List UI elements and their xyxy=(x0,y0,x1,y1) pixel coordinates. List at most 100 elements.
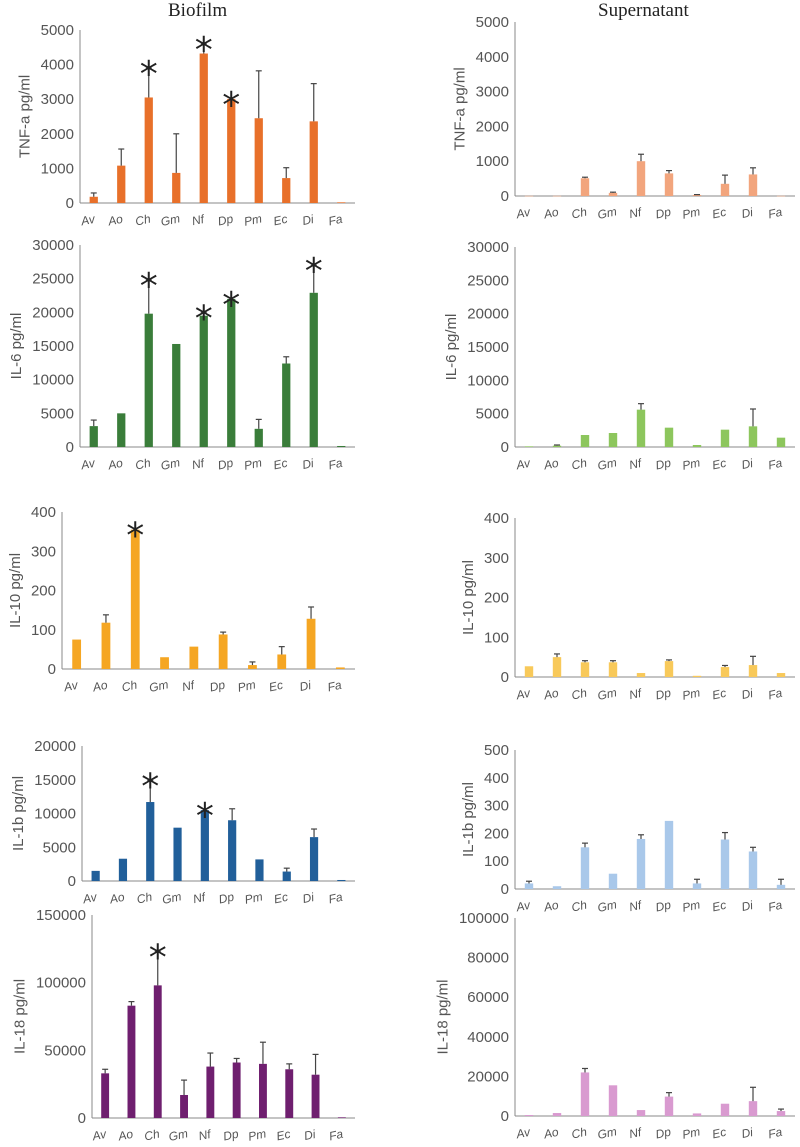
y-tick-label: 0 xyxy=(501,1108,509,1125)
x-tick-label: Fa xyxy=(328,1127,345,1144)
bar-Pm xyxy=(255,859,264,881)
bar-Nf xyxy=(636,673,646,677)
bar-Dp xyxy=(664,661,674,677)
y-tick-label: 0 xyxy=(48,661,56,678)
y-tick-label: 100 xyxy=(484,853,509,870)
y-tick-label: 1000 xyxy=(476,153,509,170)
x-tick-label: Ao xyxy=(542,205,561,222)
x-tick-label: Gm xyxy=(596,455,618,473)
bar-Ec xyxy=(282,363,291,447)
x-tick-label: Ch xyxy=(120,678,138,695)
x-tick-label: Nf xyxy=(628,898,644,915)
bar-Di xyxy=(748,665,758,677)
x-tick-label: Av xyxy=(514,1125,532,1142)
bar-Ch xyxy=(146,802,155,881)
bar-Pm xyxy=(692,194,702,196)
y-tick-label: 0 xyxy=(501,188,509,205)
bar-Fa xyxy=(776,673,786,677)
significance-asterisk: * xyxy=(149,938,167,979)
x-tick-label: Ao xyxy=(106,456,125,473)
y-tick-label: 20000 xyxy=(467,306,509,323)
x-tick-label: Fa xyxy=(326,678,343,695)
bar-Ch xyxy=(580,435,590,447)
y-tick-label: 100 xyxy=(31,622,56,639)
bar-Ec xyxy=(282,871,291,881)
bar-Ch xyxy=(144,97,153,203)
y-tick-label: 300 xyxy=(484,550,509,567)
y-tick-label: 5000 xyxy=(41,405,74,422)
y-tick-label: 15000 xyxy=(467,339,509,356)
bar-Pm xyxy=(692,445,702,447)
bar-Pm xyxy=(259,1063,267,1118)
x-tick-label: Pm xyxy=(681,455,702,472)
y-axis-label: IL-6 pg/ml xyxy=(8,313,25,380)
bar-Gm xyxy=(180,1094,188,1118)
bar-Fa xyxy=(776,1111,786,1116)
bar-Av xyxy=(524,195,534,197)
y-tick-label: 10000 xyxy=(34,806,76,823)
bar-Fa xyxy=(776,195,786,197)
x-tick-label: Gm xyxy=(596,897,618,915)
x-tick-label: Ec xyxy=(273,890,290,907)
bar-Ao xyxy=(117,165,126,203)
x-tick-label: Av xyxy=(514,205,532,222)
x-tick-label: Av xyxy=(81,890,99,907)
bar-Gm xyxy=(608,873,618,889)
bar-Ec xyxy=(720,183,730,196)
y-tick-label: 300 xyxy=(31,543,56,560)
y-tick-label: 0 xyxy=(68,873,76,890)
x-tick-label: Av xyxy=(514,456,532,473)
bar-Gm xyxy=(608,192,618,196)
y-tick-label: 5000 xyxy=(476,406,509,423)
bar-Gm xyxy=(172,343,181,447)
significance-asterisk: * xyxy=(140,266,158,307)
bar-Ch xyxy=(130,529,140,669)
x-tick-label: Ec xyxy=(711,1125,728,1142)
x-tick-label: Nf xyxy=(628,1125,644,1142)
bar-Ec xyxy=(720,839,730,889)
y-tick-label: 200 xyxy=(484,825,509,842)
x-tick-label: Av xyxy=(62,678,80,695)
y-tick-label: 1000 xyxy=(41,160,74,177)
x-tick-label: Di xyxy=(301,456,315,472)
x-tick-label: Dp xyxy=(654,205,672,222)
x-tick-label: Pm xyxy=(247,1126,268,1143)
il18-biofilm-chart: 0 50000 100000 150000 IL-18 pg/ml Av Ao Ch * Gm Nf… xyxy=(11,907,355,1144)
bar-Di xyxy=(748,851,758,889)
y-axis-label: TNF-a pg/ml xyxy=(452,67,469,150)
bar-Nf xyxy=(206,1066,215,1118)
significance-asterisk: * xyxy=(141,766,159,807)
x-tick-label: Ch xyxy=(570,205,588,222)
bar-Dp xyxy=(228,820,237,881)
x-tick-label: Fa xyxy=(767,456,784,473)
bar-Av xyxy=(101,1073,110,1118)
x-tick-label: Dp xyxy=(654,686,672,703)
bar-Nf xyxy=(636,1110,646,1116)
x-tick-label: Av xyxy=(79,456,97,473)
x-tick-label: Di xyxy=(303,1127,317,1143)
x-tick-label: Di xyxy=(301,890,315,906)
bar-Fa xyxy=(776,884,786,889)
bar-Av xyxy=(524,446,534,447)
bar-Av xyxy=(524,1115,534,1116)
y-tick-label: 5000 xyxy=(41,22,74,39)
bar-Ch xyxy=(580,847,590,889)
x-tick-label: Ec xyxy=(272,212,289,229)
bar-Av xyxy=(89,196,98,203)
y-tick-label: 0 xyxy=(66,439,74,456)
bar-Ch xyxy=(153,985,162,1118)
bar-Dp xyxy=(664,1096,674,1116)
x-tick-label: Di xyxy=(740,205,754,221)
significance-asterisk: * xyxy=(222,285,240,326)
x-tick-label: Ec xyxy=(275,1127,292,1144)
x-tick-label: Fa xyxy=(327,212,344,229)
y-tick-label: 500 xyxy=(484,742,509,759)
bar-Nf xyxy=(199,315,208,447)
y-tick-label: 200 xyxy=(31,583,56,600)
bar-Gm xyxy=(172,172,181,203)
x-tick-label: Gm xyxy=(596,1124,618,1142)
x-tick-label: Ch xyxy=(570,1125,588,1142)
bar-Pm xyxy=(692,883,702,889)
x-tick-label: Di xyxy=(740,1125,754,1141)
bar-Ec xyxy=(277,654,287,669)
